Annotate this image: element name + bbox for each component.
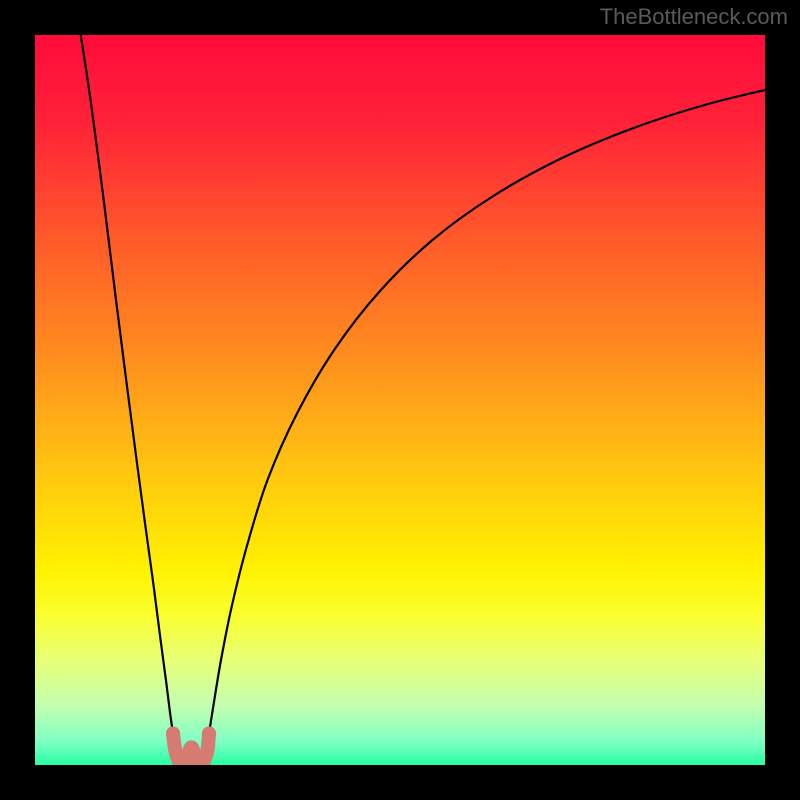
watermark-text: TheBottleneck.com — [600, 4, 788, 30]
chart-container: TheBottleneck.com — [0, 0, 800, 800]
bottleneck-chart — [0, 0, 800, 800]
plot-background — [35, 30, 785, 780]
notch-endpoint-left — [166, 727, 180, 741]
notch-endpoint-right — [202, 727, 216, 741]
